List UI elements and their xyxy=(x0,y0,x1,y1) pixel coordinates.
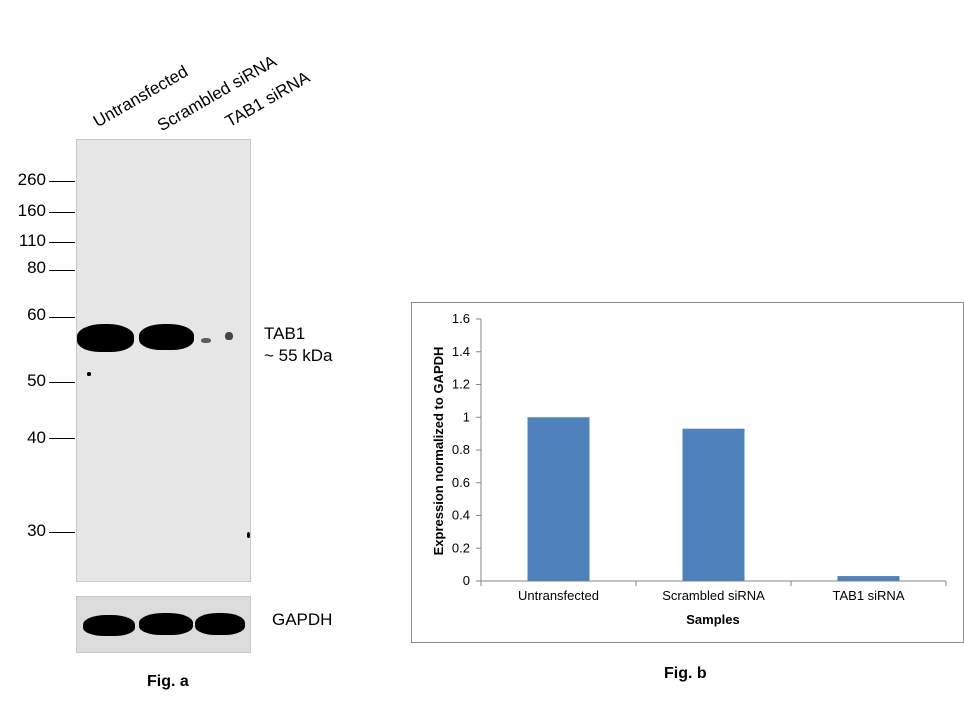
mw-marker-40: 40 xyxy=(27,428,46,447)
mw-tick-50 xyxy=(49,382,75,383)
fig-a-caption: Fig. a xyxy=(147,673,189,690)
mw-marker-260: 260 xyxy=(17,170,46,189)
tab1-band-scrambled-sirna xyxy=(139,324,194,350)
mw-marker-80: 80 xyxy=(27,258,46,277)
mw-marker-30: 30 xyxy=(27,521,46,540)
gapdh-band-tab1-sirna xyxy=(195,613,245,635)
loading-control-label: GAPDH xyxy=(272,610,333,629)
y-tick-label: 0.8 xyxy=(452,442,470,457)
tab1-band-tab1-sirna-trace xyxy=(225,332,233,340)
y-tick-label: 0.4 xyxy=(452,508,470,523)
x-axis-label: Samples xyxy=(686,612,739,627)
mw-tick-160 xyxy=(49,212,75,213)
mw-marker-110: 110 xyxy=(18,231,46,250)
y-tick-label: 1.2 xyxy=(452,377,470,392)
bar-scrambled-sirna xyxy=(682,428,745,581)
mw-tick-40 xyxy=(49,438,75,439)
y-tick-label: 1.4 xyxy=(452,344,470,359)
mw-marker-60: 60 xyxy=(27,305,46,324)
mw-marker-160: 160 xyxy=(17,201,46,220)
y-tick-label: 1.6 xyxy=(452,311,470,326)
mw-tick-60 xyxy=(49,317,75,318)
x-tick-label: Scrambled siRNA xyxy=(662,588,765,603)
y-tick-label: 1 xyxy=(463,409,470,424)
y-tick-label: 0.2 xyxy=(452,540,470,555)
mw-tick-80 xyxy=(49,270,75,271)
tab1-band-tab1-sirna xyxy=(201,338,211,343)
fig-b-chart-frame: 0 0.2 0.4 0.6 0.8 1 1.2 1.4 1.6 Untransfected Scr… xyxy=(411,302,964,643)
mw-marker-50: 50 xyxy=(27,371,46,390)
blot-speck xyxy=(87,372,91,376)
gapdh-band-scrambled-sirna xyxy=(139,613,193,635)
band-label-size: ~ 55 kDa xyxy=(264,346,333,365)
band-label-tab1: TAB1 xyxy=(264,324,306,343)
mw-tick-260 xyxy=(49,181,75,182)
y-axis-label: Expression normalized to GAPDH xyxy=(431,347,446,556)
bar-chart: 0 0.2 0.4 0.6 0.8 1 1.2 1.4 1.6 Untransfected Scr… xyxy=(431,311,947,627)
tab1-blot-membrane xyxy=(76,139,251,582)
y-tick-label: 0 xyxy=(463,573,470,588)
blot-speck xyxy=(247,532,250,538)
x-tick-label: TAB1 siRNA xyxy=(833,588,905,603)
mw-tick-110 xyxy=(49,242,75,243)
mw-tick-30 xyxy=(49,532,75,533)
gapdh-band-untransfected xyxy=(83,615,135,636)
tab1-band-untransfected xyxy=(77,324,134,352)
bar-tab1-sirna xyxy=(837,576,900,581)
fig-b-caption: Fig. b xyxy=(664,665,707,682)
gapdh-blot-membrane xyxy=(76,596,251,653)
y-tick-label: 0.6 xyxy=(452,475,470,490)
x-tick-label: Untransfected xyxy=(518,588,599,603)
bar-untransfected xyxy=(527,417,590,581)
